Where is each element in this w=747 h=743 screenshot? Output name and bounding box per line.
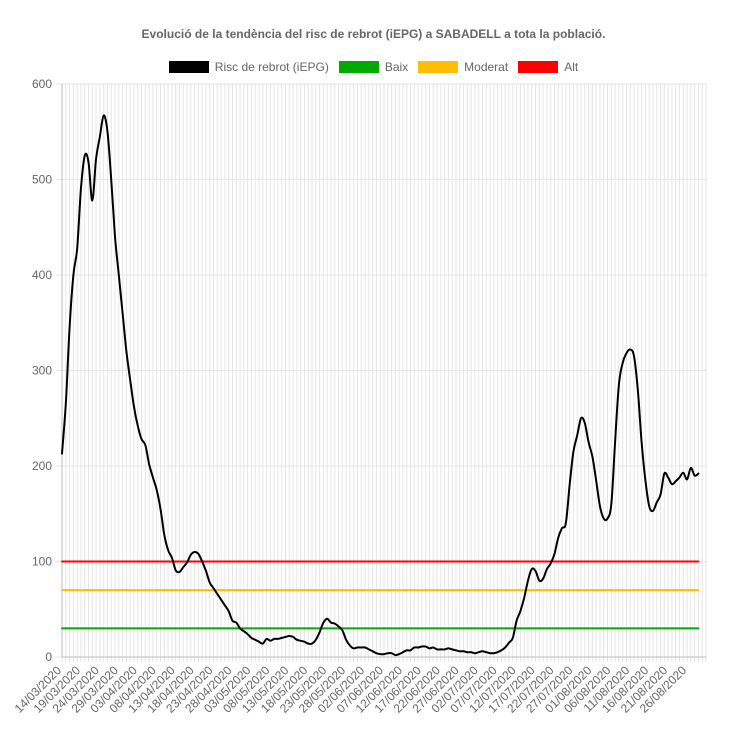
legend-swatch-moderat — [418, 61, 459, 73]
y-tick-label: 300 — [32, 364, 52, 378]
chart-title: Evolució de la tendència del risc de reb… — [141, 27, 606, 41]
axis-layer: 010020030040050060014/03/202019/03/20202… — [12, 77, 706, 716]
chart-legend: Risc de rebrot (iEPG) Baix Moderat Alt — [0, 60, 747, 74]
legend-swatch-risc — [168, 61, 209, 73]
series-layer — [61, 114, 700, 657]
series-line-risc-de-rebrot-iepg — [61, 114, 700, 657]
legend-item-alt[interactable]: Alt — [518, 60, 578, 74]
legend-swatch-baix — [338, 61, 379, 73]
y-tick-label: 500 — [32, 173, 52, 187]
legend-label-baix: Baix — [384, 60, 409, 74]
legend-label-risc: Risc de rebrot (iEPG) — [214, 60, 329, 74]
legend-label-alt: Alt — [564, 60, 579, 74]
y-tick-label: 200 — [32, 459, 52, 473]
grid-layer — [56, 83, 707, 662]
y-tick-label: 100 — [32, 555, 52, 569]
legend-item-baix[interactable]: Baix — [338, 60, 409, 74]
legend-item-moderat[interactable]: Moderat — [418, 60, 508, 74]
y-tick-label: 600 — [32, 77, 52, 91]
y-tick-label: 0 — [45, 650, 52, 664]
y-tick-label: 400 — [32, 268, 52, 282]
legend-item-risc[interactable]: Risc de rebrot (iEPG) — [168, 60, 329, 74]
legend-swatch-alt — [518, 61, 559, 73]
legend-label-moderat: Moderat — [464, 60, 509, 74]
